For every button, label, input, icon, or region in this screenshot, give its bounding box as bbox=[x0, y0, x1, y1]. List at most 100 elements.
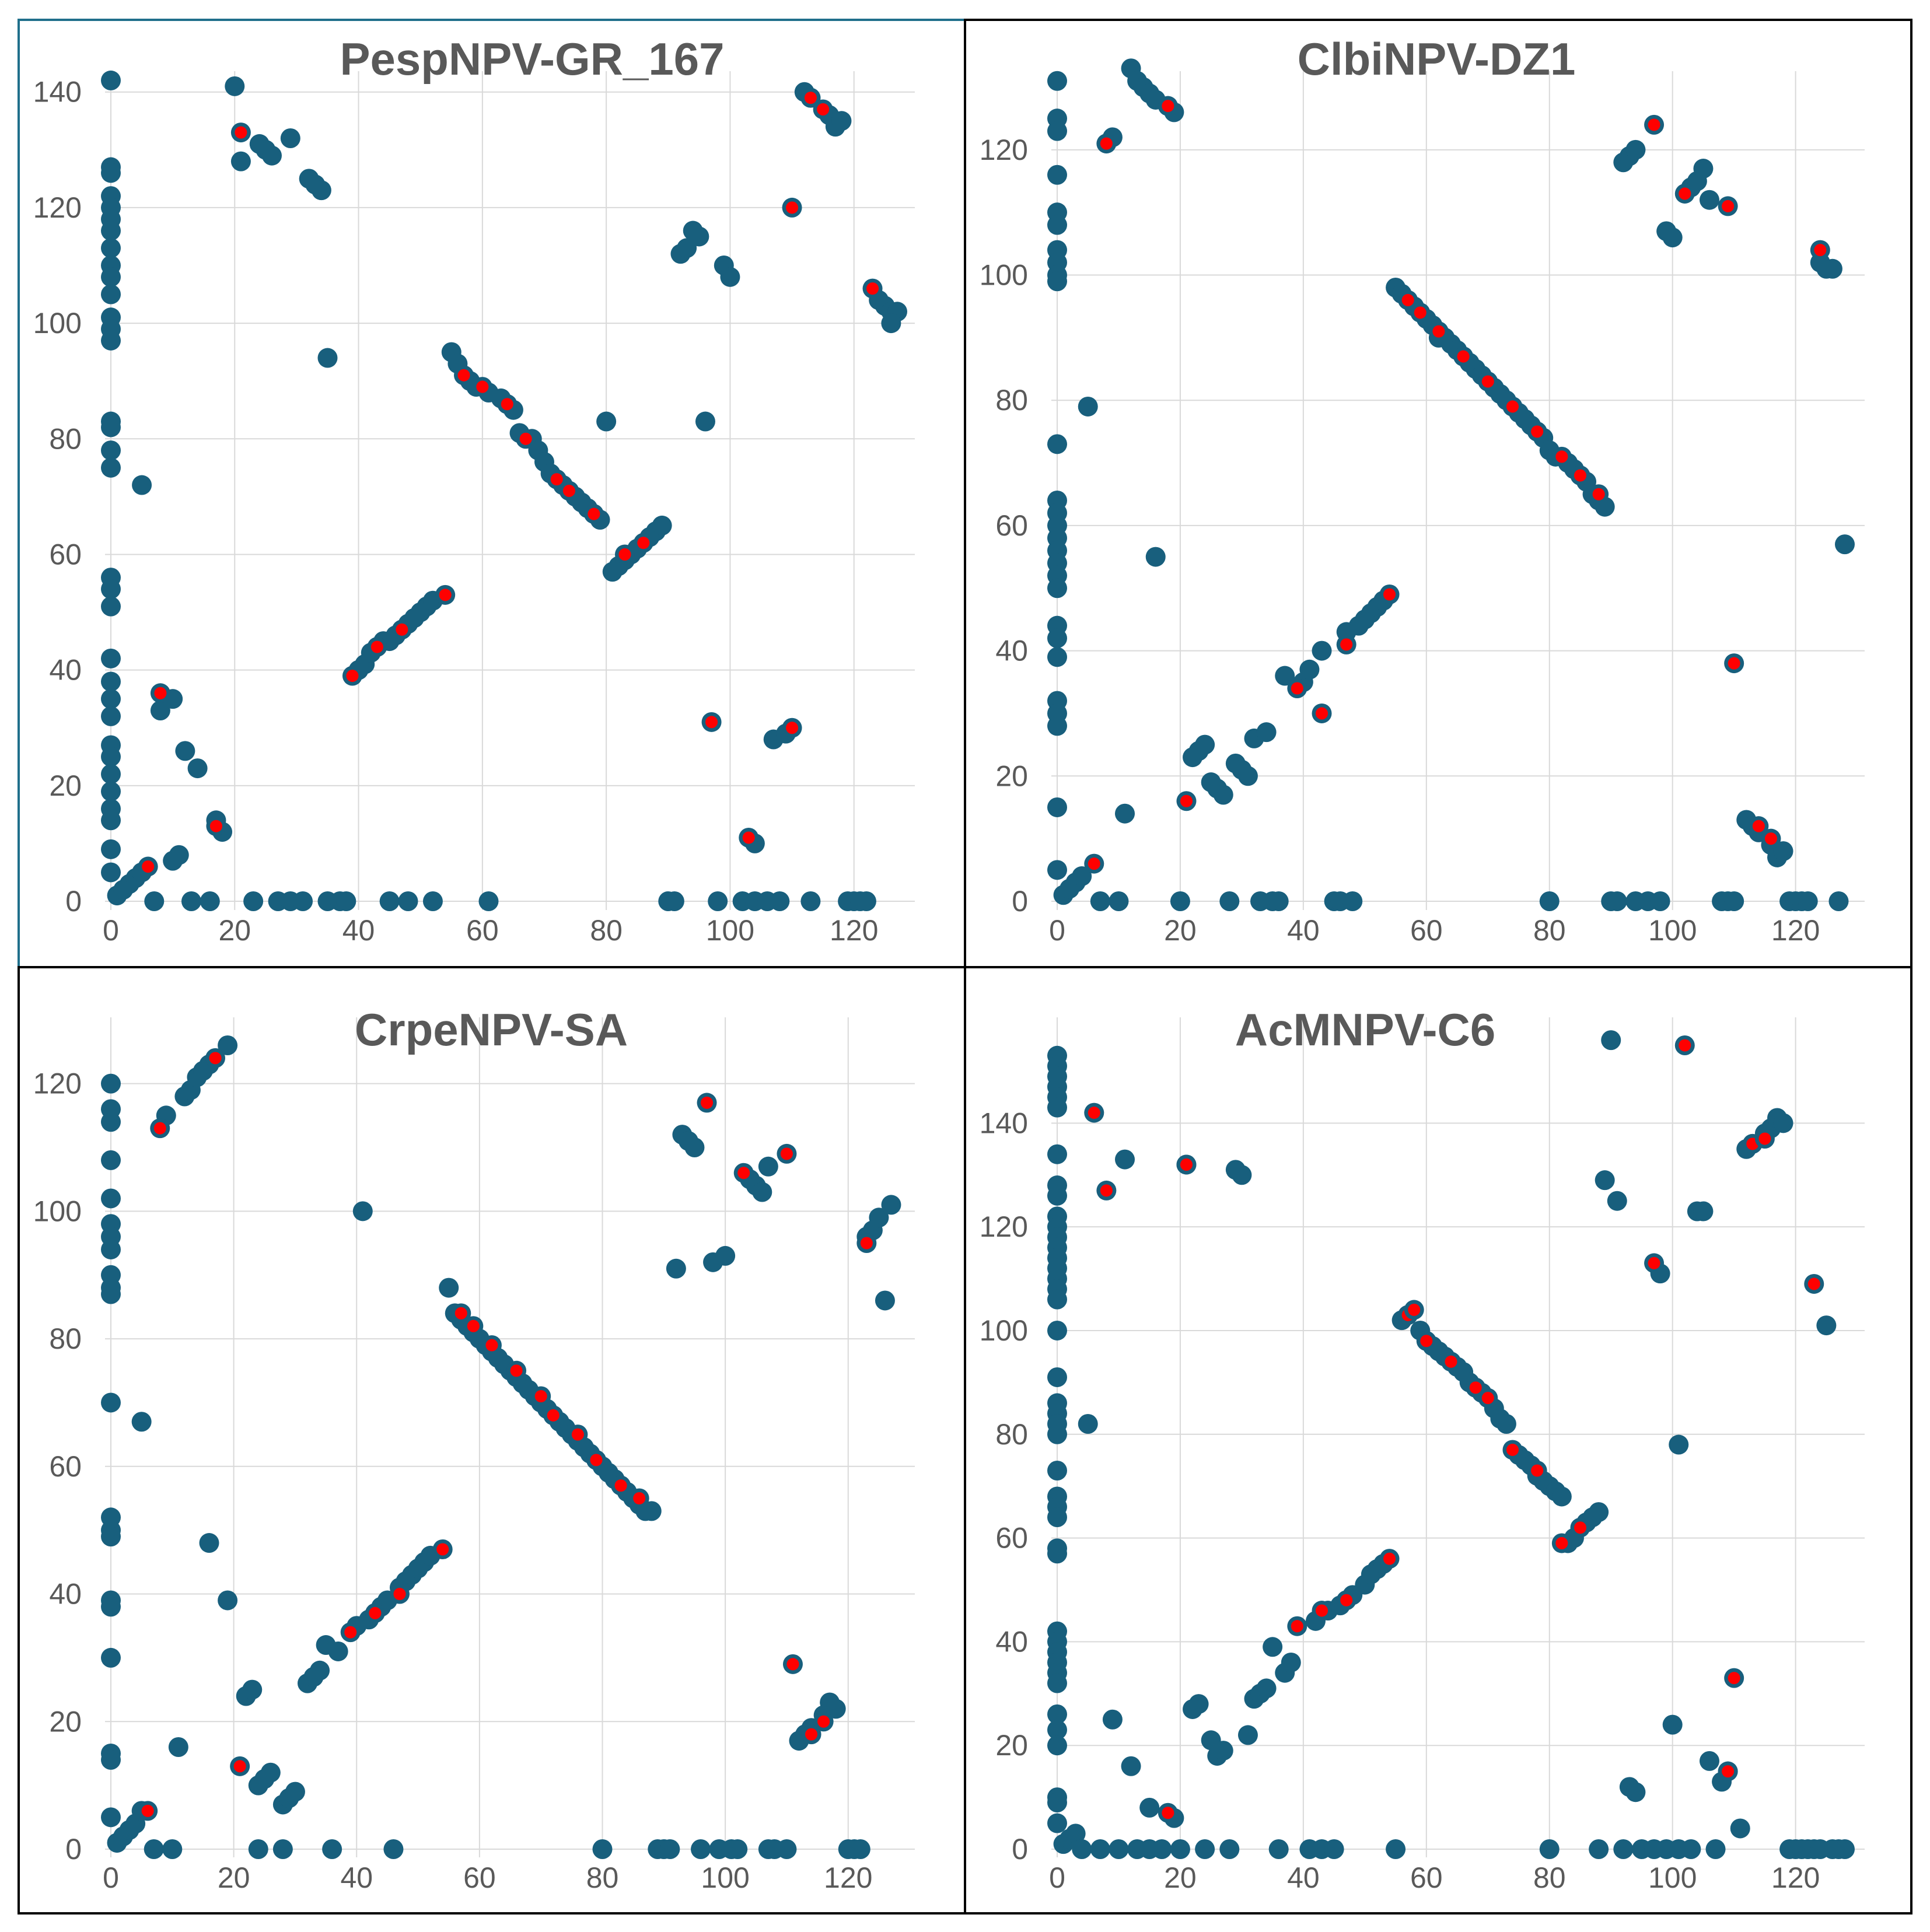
data-point bbox=[1065, 1824, 1086, 1844]
data-point bbox=[101, 781, 121, 802]
data-point bbox=[1213, 1741, 1233, 1761]
highlighted-point bbox=[1408, 1303, 1421, 1316]
data-point bbox=[1047, 71, 1067, 91]
data-point bbox=[248, 1839, 268, 1859]
data-point bbox=[1115, 1149, 1135, 1170]
panel-frame bbox=[18, 19, 966, 968]
x-tick-label: 120 bbox=[1771, 914, 1820, 947]
data-point bbox=[691, 1839, 711, 1859]
data-point bbox=[1237, 1725, 1258, 1745]
data-point bbox=[422, 891, 443, 911]
highlighted-point bbox=[1481, 1392, 1494, 1405]
highlighted-point bbox=[1531, 425, 1544, 438]
x-tick-label: 120 bbox=[824, 1861, 872, 1894]
y-tick-label: 120 bbox=[980, 134, 1028, 166]
data-point bbox=[758, 1156, 778, 1177]
data-point bbox=[592, 1839, 613, 1859]
data-point bbox=[101, 457, 121, 478]
data-point bbox=[1090, 891, 1110, 911]
highlighted-point bbox=[860, 1237, 873, 1250]
data-point bbox=[1047, 1507, 1067, 1528]
data-point bbox=[1072, 866, 1092, 887]
data-point bbox=[1219, 891, 1240, 911]
highlighted-point bbox=[1180, 1158, 1193, 1171]
data-point bbox=[1625, 139, 1646, 160]
data-point bbox=[1835, 534, 1855, 555]
panel-frame bbox=[964, 19, 1912, 968]
x-tick-label: 120 bbox=[830, 914, 878, 947]
grid bbox=[105, 71, 915, 910]
highlighted-point bbox=[737, 1167, 750, 1180]
y-tick-label: 20 bbox=[49, 769, 82, 802]
highlighted-point bbox=[1592, 488, 1605, 501]
x-tick-label: 40 bbox=[342, 914, 375, 947]
highlighted-point bbox=[346, 670, 359, 682]
data-point bbox=[218, 1590, 238, 1611]
y-tick-label: 0 bbox=[1012, 885, 1028, 918]
y-tick-label: 140 bbox=[980, 1107, 1028, 1139]
data-point bbox=[1145, 547, 1166, 567]
highlighted-point bbox=[1555, 1536, 1568, 1550]
highlighted-point bbox=[1340, 1594, 1353, 1606]
data-point bbox=[1047, 1097, 1067, 1118]
data-point bbox=[1109, 1839, 1129, 1859]
data-point bbox=[1047, 1720, 1067, 1740]
data-point bbox=[1195, 1839, 1215, 1859]
data-point bbox=[101, 579, 121, 599]
data-point bbox=[260, 1762, 281, 1783]
highlighted-point bbox=[805, 1728, 818, 1741]
data-point bbox=[1496, 1413, 1516, 1434]
y-tick-label: 100 bbox=[980, 1314, 1028, 1347]
data-point bbox=[1256, 722, 1277, 743]
y-tick-label: 100 bbox=[980, 259, 1028, 292]
data-point bbox=[1170, 891, 1190, 911]
highlighted-point bbox=[501, 398, 513, 411]
highlighted-point bbox=[1291, 1620, 1303, 1633]
highlighted-point bbox=[233, 1760, 246, 1773]
highlighted-point bbox=[1383, 1552, 1396, 1565]
data-point bbox=[1324, 1839, 1344, 1859]
data-point bbox=[728, 1839, 748, 1859]
x-tick-label: 80 bbox=[1533, 1861, 1566, 1894]
data-point bbox=[1047, 1735, 1067, 1756]
data-point bbox=[1121, 1756, 1141, 1776]
data-point bbox=[101, 1150, 121, 1170]
highlighted-point bbox=[1445, 1355, 1457, 1368]
data-point bbox=[1047, 1673, 1067, 1693]
highlighted-point bbox=[1574, 1521, 1587, 1534]
data-point bbox=[101, 689, 121, 709]
data-point bbox=[1170, 1839, 1190, 1859]
data-point bbox=[101, 417, 121, 438]
data-point bbox=[311, 180, 331, 201]
highlighted-point bbox=[1764, 832, 1777, 845]
grid bbox=[1051, 1017, 1865, 1857]
x-tick-label: 80 bbox=[1533, 914, 1566, 947]
highlighted-point bbox=[547, 1409, 560, 1422]
data-point bbox=[1047, 628, 1067, 649]
highlighted-point bbox=[817, 1715, 830, 1728]
data-point bbox=[200, 891, 220, 911]
data-point bbox=[1090, 1839, 1110, 1859]
data-point bbox=[1047, 1792, 1067, 1812]
data-point bbox=[101, 1112, 121, 1132]
data-point bbox=[666, 1258, 686, 1279]
data-point bbox=[1275, 666, 1295, 686]
highlighted-point bbox=[786, 201, 799, 214]
data-point bbox=[1263, 1637, 1283, 1657]
y-tick-label: 40 bbox=[995, 635, 1028, 667]
data-point bbox=[169, 845, 189, 865]
highlighted-point bbox=[786, 1658, 799, 1671]
data-point bbox=[187, 758, 208, 779]
panel-frame bbox=[964, 966, 1912, 1915]
highlighted-point bbox=[1679, 187, 1691, 200]
highlighted-point bbox=[637, 537, 650, 550]
data-point bbox=[1109, 891, 1129, 911]
data-point bbox=[1299, 659, 1320, 680]
data-point bbox=[881, 313, 901, 334]
highlighted-point bbox=[344, 1626, 357, 1639]
data-point bbox=[1650, 891, 1670, 911]
data-point bbox=[1705, 1839, 1726, 1859]
data-point bbox=[1798, 891, 1818, 911]
data-point bbox=[1589, 1502, 1609, 1522]
highlighted-point bbox=[1315, 1604, 1328, 1617]
